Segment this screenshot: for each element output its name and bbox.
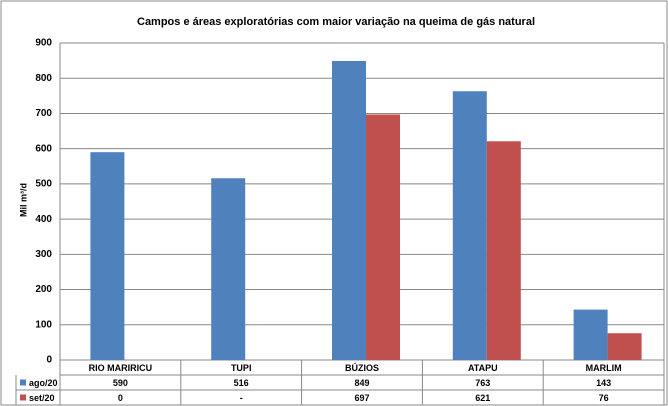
table-value: 697 — [354, 393, 369, 403]
chart-title: Campos e áreas exploratórias com maior v… — [137, 16, 535, 28]
table-value: 590 — [113, 378, 128, 388]
x-tick-label: ATAPU — [468, 363, 498, 373]
bar — [486, 141, 521, 360]
legend-swatch — [20, 394, 26, 401]
y-tick-label: 0 — [46, 355, 52, 366]
bar — [90, 152, 125, 360]
bar — [607, 333, 642, 360]
table-value: 0 — [118, 393, 123, 403]
x-tick-label: TUPI — [231, 363, 252, 373]
legend-label: ago/20 — [29, 378, 58, 388]
table-value: 516 — [234, 378, 249, 388]
y-axis-label: Mil m³/d — [18, 183, 28, 217]
y-tick-label: 700 — [35, 108, 52, 119]
y-tick-label: 800 — [35, 73, 52, 84]
y-tick-label: 100 — [35, 319, 52, 330]
x-tick-label: MARLIM — [586, 363, 622, 373]
legend-swatch — [20, 379, 26, 386]
bar — [211, 178, 246, 360]
x-tick-label: RIO MARIRICU — [89, 363, 153, 373]
y-tick-label: 400 — [35, 214, 52, 225]
table-value: 763 — [475, 378, 490, 388]
bar — [573, 309, 608, 360]
table-value: 143 — [596, 378, 611, 388]
table-value: 76 — [599, 393, 609, 403]
y-tick-label: 600 — [35, 143, 52, 154]
y-tick-label: 500 — [35, 179, 52, 190]
bar — [366, 114, 400, 360]
y-tick-label: 900 — [35, 38, 52, 49]
table-value: - — [240, 393, 243, 403]
table-value: 621 — [475, 393, 490, 403]
table-value: 849 — [354, 378, 369, 388]
legend-label: set/20 — [29, 393, 55, 403]
y-tick-label: 200 — [35, 284, 52, 295]
bar — [452, 91, 487, 360]
x-tick-label: BÚZIOS — [345, 362, 379, 373]
bar — [332, 60, 366, 361]
y-tick-label: 300 — [35, 249, 52, 260]
